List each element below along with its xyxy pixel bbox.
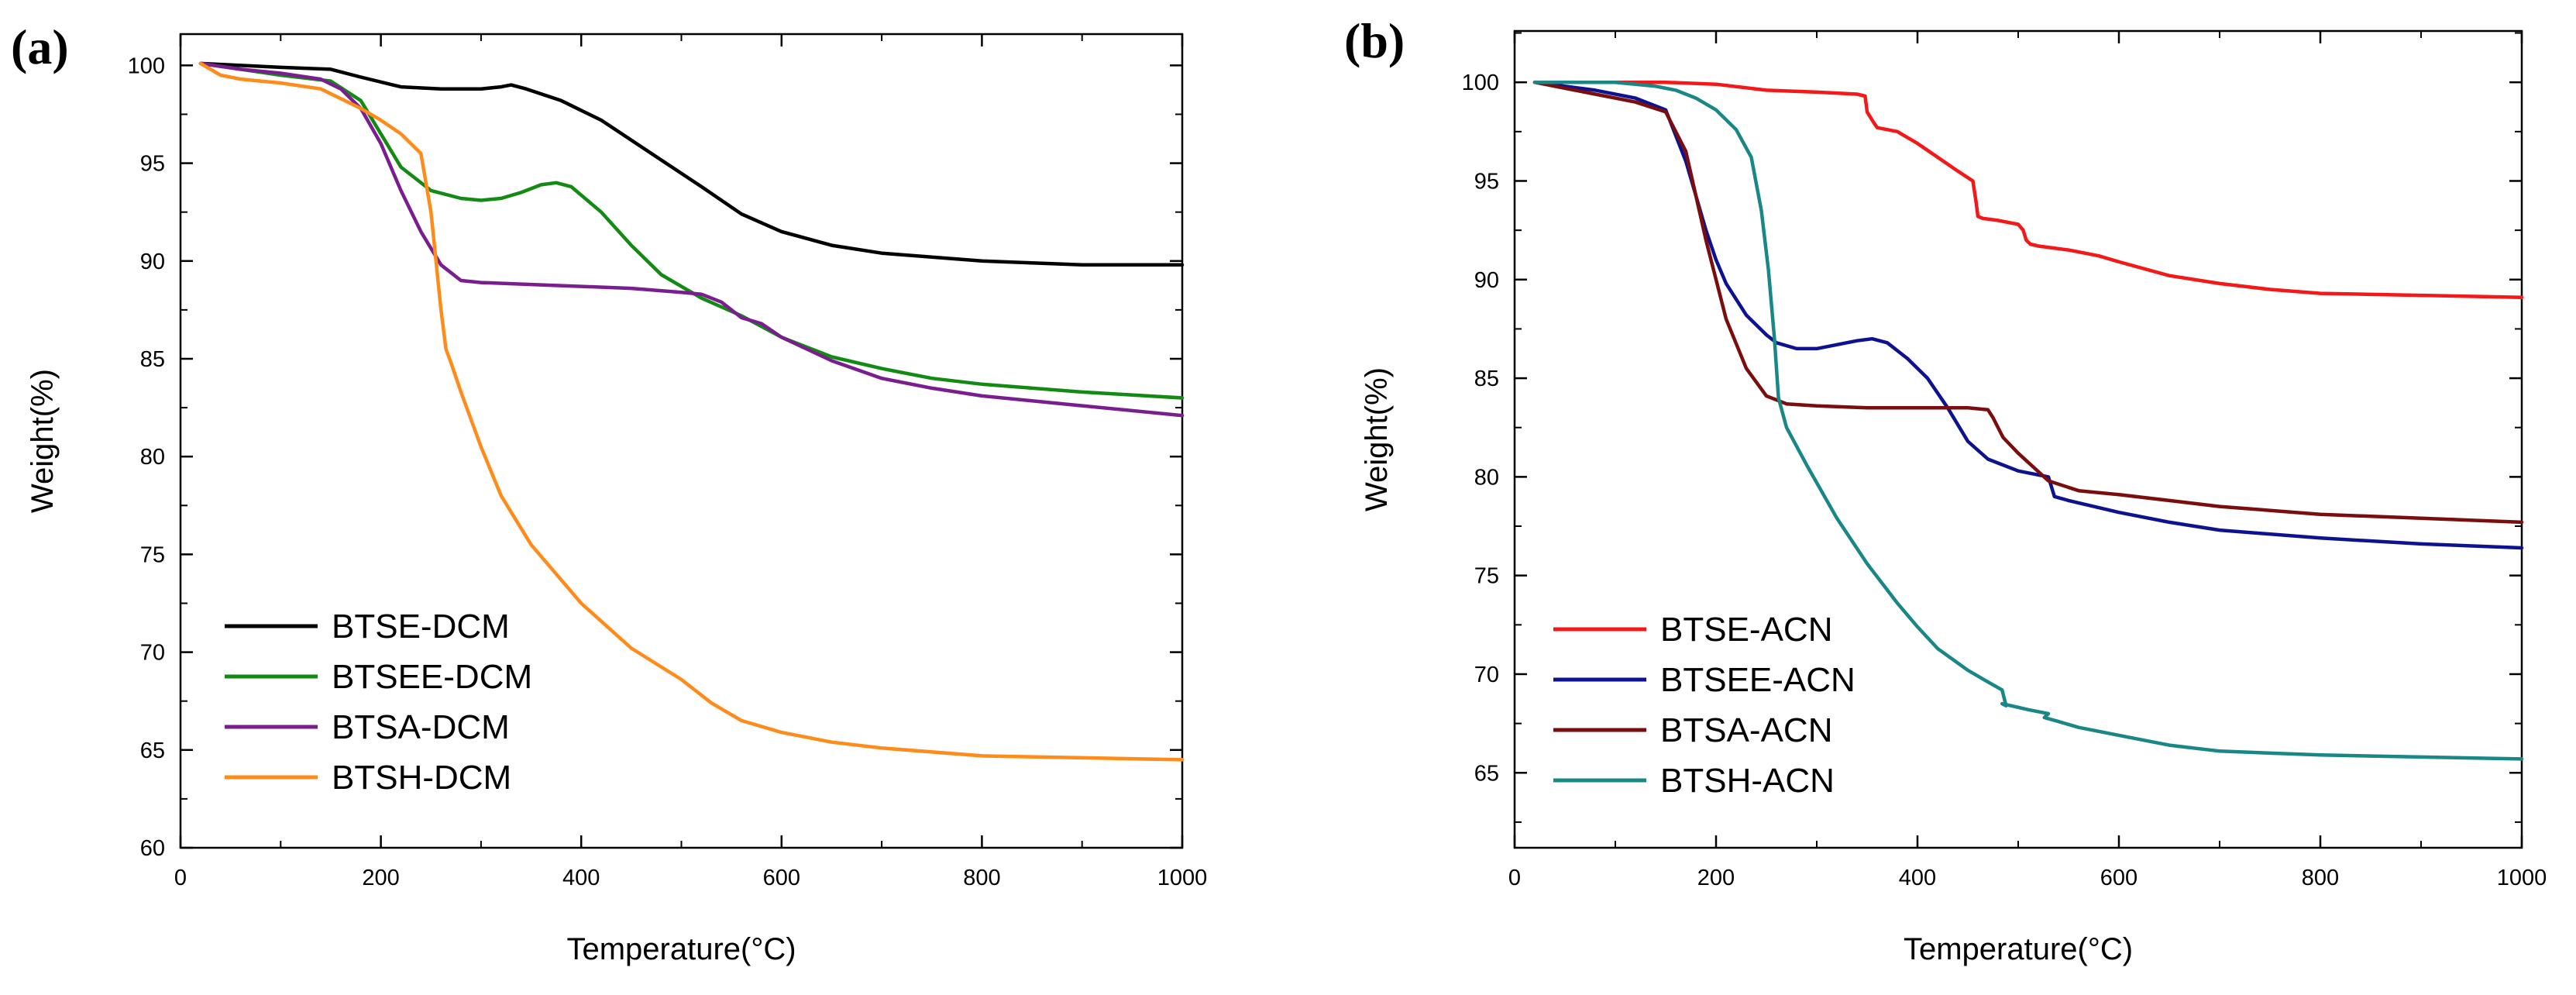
- y-tick-label-a-95: 95: [140, 152, 165, 177]
- series-line-btse-dcm: [198, 61, 1185, 267]
- x-tick-label-a-800: 800: [963, 866, 1000, 890]
- series-line-btsa-dcm: [198, 61, 1185, 418]
- x-tick-label-a-0: 0: [174, 866, 187, 890]
- x-axis-title-b: Temperature(°C): [1904, 932, 2133, 966]
- y-tick-label-b-65: 65: [1474, 761, 1499, 786]
- panel-label-a: (a): [11, 19, 69, 74]
- panel-label-b: (b): [1344, 13, 1405, 68]
- x-tick-label-b-200: 200: [1697, 866, 1735, 890]
- legend-label-btsh-acn: BTSH-ACN: [1660, 762, 1835, 800]
- y-axis-title-a: Weight(%): [26, 369, 60, 513]
- x-tick-label-a-400: 400: [562, 866, 600, 890]
- series-line-btsh-dcm: [198, 61, 1185, 762]
- series-line-btsh-acn: [1532, 80, 2524, 761]
- y-tick-label-a-85: 85: [140, 347, 165, 372]
- legend-label-btsee-dcm: BTSEE-DCM: [332, 658, 532, 696]
- x-tick-label-b-800: 800: [2302, 866, 2339, 890]
- legend-label-btse-dcm: BTSE-DCM: [332, 608, 510, 646]
- x-tick-label-b-400: 400: [1899, 866, 1936, 890]
- y-tick-label-a-100: 100: [128, 53, 165, 78]
- legend-label-btsee-acn: BTSEE-ACN: [1660, 661, 1855, 699]
- y-tick-label-a-90: 90: [140, 250, 165, 274]
- x-axis-title-a: Temperature(°C): [566, 932, 796, 966]
- series-line-btsa-acn: [1532, 80, 2524, 525]
- panel-a: (a) 0 200 400 600 800 1000 60 65 70 75 80 85 90 95 100 T…: [11, 19, 1207, 966]
- x-tick-label-a-600: 600: [763, 866, 800, 890]
- y-tick-label-b-95: 95: [1474, 169, 1499, 194]
- y-tick-label-a-75: 75: [140, 542, 165, 567]
- panel-b: (b) 0 200 400 600 800 1000 65 70 75 80 85 90 95 100 Tem…: [1344, 13, 2547, 966]
- legend-label-btsa-acn: BTSA-ACN: [1660, 711, 1832, 749]
- y-tick-label-b-75: 75: [1474, 564, 1499, 589]
- x-tick-label-a-200: 200: [362, 866, 399, 890]
- y-axis-title-b: Weight(%): [1360, 367, 1394, 511]
- x-tick-label-b-600: 600: [2100, 866, 2137, 890]
- y-tick-label-b-85: 85: [1474, 367, 1499, 391]
- x-tick-label-a-1000: 1000: [1157, 866, 1208, 890]
- series-line-btsee-acn: [1532, 80, 2524, 550]
- y-tick-label-b-80: 80: [1474, 465, 1499, 490]
- y-tick-label-a-60: 60: [140, 836, 165, 861]
- y-tick-label-b-100: 100: [1462, 71, 1499, 95]
- y-tick-label-a-70: 70: [140, 641, 165, 666]
- series-line-btsee-dcm: [198, 61, 1185, 400]
- legend-label-btsa-dcm: BTSA-DCM: [332, 708, 510, 746]
- legend-label-btse-acn: BTSE-ACN: [1660, 611, 1832, 649]
- x-tick-label-b-0: 0: [1508, 866, 1521, 890]
- legend-label-btsh-dcm: BTSH-DCM: [332, 759, 511, 797]
- series-line-btse-acn: [1532, 80, 2524, 299]
- plot-frame-a: [179, 33, 1184, 849]
- x-tick-label-b-1000: 1000: [2497, 866, 2547, 890]
- y-tick-label-a-80: 80: [140, 445, 165, 470]
- y-tick-label-b-70: 70: [1474, 663, 1499, 687]
- y-tick-label-a-65: 65: [140, 739, 165, 763]
- y-tick-label-b-90: 90: [1474, 268, 1499, 293]
